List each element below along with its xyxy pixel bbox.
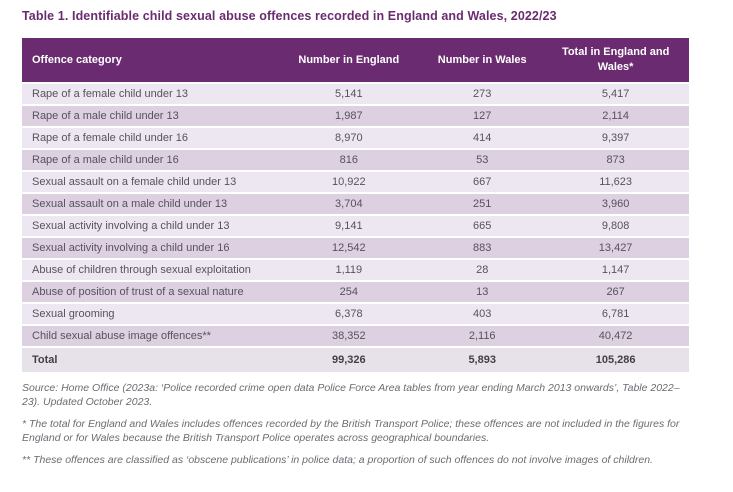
offence-category-cell: Rape of a male child under 13 <box>22 106 276 128</box>
table-row: Rape of a female child under 13 5,141 273 5… <box>22 84 689 106</box>
offence-category-cell: Child sexual abuse image offences** <box>22 326 276 348</box>
wales-value-cell: 403 <box>422 304 543 326</box>
england-value-cell: 8,970 <box>275 128 423 150</box>
source-note: Source: Home Office (2023a: ‘Police reco… <box>22 382 680 408</box>
offence-category-cell: Abuse of position of trust of a sexual n… <box>22 282 276 304</box>
wales-value-cell: 2,116 <box>422 326 543 348</box>
table-row: Sexual assault on a female child under 1… <box>22 172 689 194</box>
wales-value-cell: 28 <box>422 260 543 282</box>
total-value-cell: 105,286 <box>542 348 689 372</box>
column-header-offence-category: Offence category <box>22 38 276 84</box>
offence-category-cell: Sexual grooming <box>22 304 276 326</box>
total-value-cell: 9,808 <box>542 216 689 238</box>
england-value-cell: 254 <box>275 282 423 304</box>
offence-category-cell: Sexual activity involving a child under … <box>22 216 276 238</box>
table-row: Sexual activity involving a child under … <box>22 216 689 238</box>
england-value-cell: 5,141 <box>275 84 423 106</box>
wales-value-cell: 13 <box>422 282 543 304</box>
table-row: Sexual activity involving a child under … <box>22 238 689 260</box>
footnotes: Source: Home Office (2023a: ‘Police reco… <box>22 382 692 468</box>
england-value-cell: 3,704 <box>275 194 423 216</box>
wales-value-cell: 53 <box>422 150 543 172</box>
total-value-cell: 3,960 <box>542 194 689 216</box>
total-value-cell: 9,397 <box>542 128 689 150</box>
wales-value-cell: 5,893 <box>422 348 543 372</box>
footnote-image-offences: ** These offences are classified as ‘obs… <box>22 453 653 466</box>
total-value-cell: 2,114 <box>542 106 689 128</box>
england-value-cell: 1,987 <box>275 106 423 128</box>
england-value-cell: 9,141 <box>275 216 423 238</box>
offence-category-cell: Rape of a female child under 16 <box>22 128 276 150</box>
offence-category-cell: Sexual activity involving a child under … <box>22 238 276 260</box>
total-value-cell: 13,427 <box>542 238 689 260</box>
wales-value-cell: 414 <box>422 128 543 150</box>
table-row: Rape of a female child under 16 8,970 414 9… <box>22 128 689 150</box>
table-row: Rape of a male child under 13 1,987 127 2,1… <box>22 106 689 128</box>
total-value-cell: 6,781 <box>542 304 689 326</box>
wales-value-cell: 273 <box>422 84 543 106</box>
table-row: Child sexual abuse image offences** 38,35… <box>22 326 689 348</box>
offence-category-cell: Rape of a female child under 13 <box>22 84 276 106</box>
table-row: Sexual assault on a male child under 13 3… <box>22 194 689 216</box>
footnote-total-asterisk: * The total for England and Wales includ… <box>22 417 680 444</box>
england-value-cell: 38,352 <box>275 326 423 348</box>
total-value-cell: 267 <box>542 282 689 304</box>
england-value-cell: 12,542 <box>275 238 423 260</box>
table-header-row: Offence category Number in England Numbe… <box>22 38 689 84</box>
offence-category-cell: Abuse of children through sexual exploit… <box>22 260 276 282</box>
offences-table: Offence category Number in England Numbe… <box>22 38 689 372</box>
table-body: Rape of a female child under 13 5,141 273 5… <box>22 84 689 372</box>
wales-value-cell: 127 <box>422 106 543 128</box>
column-header-total-england-wales: Total in England and Wales* <box>542 38 689 84</box>
column-header-number-in-england: Number in England <box>275 38 423 84</box>
table-row: Sexual grooming 6,378 403 6,781 <box>22 304 689 326</box>
total-value-cell: 5,417 <box>542 84 689 106</box>
total-value-cell: 873 <box>542 150 689 172</box>
table-row: Abuse of position of trust of a sexual n… <box>22 282 689 304</box>
wales-value-cell: 665 <box>422 216 543 238</box>
england-value-cell: 99,326 <box>275 348 423 372</box>
england-value-cell: 10,922 <box>275 172 423 194</box>
total-value-cell: 11,623 <box>542 172 689 194</box>
wales-value-cell: 667 <box>422 172 543 194</box>
england-value-cell: 816 <box>275 150 423 172</box>
table-title: Table 1. Identifiable child sexual abuse… <box>22 9 557 23</box>
table-row: Rape of a male child under 16 816 53 873 <box>22 150 689 172</box>
table-total-row: Total 99,326 5,893 105,286 <box>22 348 689 372</box>
offence-category-cell: Rape of a male child under 16 <box>22 150 276 172</box>
total-value-cell: 1,147 <box>542 260 689 282</box>
offence-category-cell: Total <box>22 348 276 372</box>
england-value-cell: 6,378 <box>275 304 423 326</box>
wales-value-cell: 883 <box>422 238 543 260</box>
offence-category-cell: Sexual assault on a male child under 13 <box>22 194 276 216</box>
column-header-number-in-wales: Number in Wales <box>422 38 543 84</box>
total-value-cell: 40,472 <box>542 326 689 348</box>
england-value-cell: 1,119 <box>275 260 423 282</box>
offence-category-cell: Sexual assault on a female child under 1… <box>22 172 276 194</box>
table-row: Abuse of children through sexual exploit… <box>22 260 689 282</box>
wales-value-cell: 251 <box>422 194 543 216</box>
